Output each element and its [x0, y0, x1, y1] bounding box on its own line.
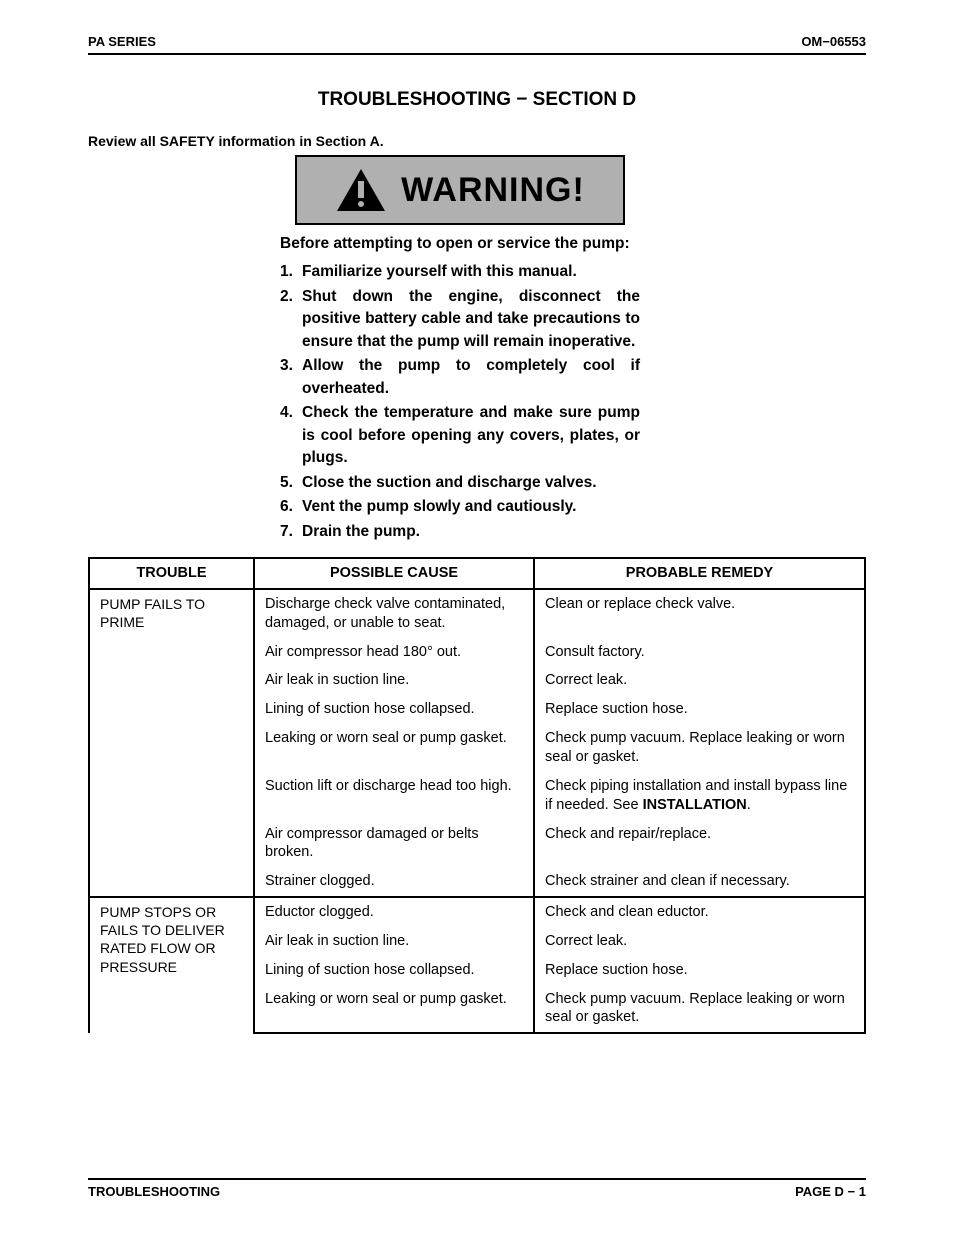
cause-cell: Air compressor head 180° out.: [254, 638, 534, 667]
cause-cell: Air compressor damaged or belts broken.: [254, 820, 534, 868]
remedy-cell: Replace suction hose.: [534, 956, 865, 985]
footer-left: TROUBLESHOOTING: [88, 1184, 220, 1199]
warning-item: Vent the pump slowly and cautiously.: [280, 496, 640, 518]
warning-block: WARNING! Before attempting to open or se…: [280, 155, 640, 543]
warning-item: Familiarize yourself with this manual.: [280, 261, 640, 283]
warning-item: Shut down the engine, disconnect the pos…: [280, 286, 640, 353]
warning-intro: Before attempting to open or service the…: [280, 233, 640, 255]
th-remedy: PROBABLE REMEDY: [534, 558, 865, 589]
warning-item: Drain the pump.: [280, 521, 640, 543]
page-footer: TROUBLESHOOTING PAGE D − 1: [88, 1178, 866, 1199]
section-title: TROUBLESHOOTING − SECTION D: [88, 89, 866, 111]
table-header-row: TROUBLE POSSIBLE CAUSE PROBABLE REMEDY: [89, 558, 865, 589]
remedy-text-bold: INSTALLATION: [643, 797, 747, 813]
remedy-cell: Correct leak.: [534, 666, 865, 695]
review-safety-line: Review all SAFETY information in Section…: [88, 133, 866, 149]
remedy-cell: Clean or replace check valve.: [534, 589, 865, 638]
trouble-cell: PUMP STOPS OR FAILS TO DELIVER RATED FLO…: [89, 897, 254, 1033]
header-left: PA SERIES: [88, 34, 156, 49]
cause-cell: Air leak in suction line.: [254, 927, 534, 956]
cause-cell: Strainer clogged.: [254, 867, 534, 897]
cause-cell: Leaking or worn seal or pump gasket.: [254, 985, 534, 1034]
trouble-cell: PUMP FAILS TO PRIME: [89, 589, 254, 897]
cause-cell: Lining of suction hose collapsed.: [254, 956, 534, 985]
table-row: PUMP STOPS OR FAILS TO DELIVER RATED FLO…: [89, 897, 865, 927]
cause-cell: Discharge check valve contaminated, dama…: [254, 589, 534, 638]
warning-banner-text: WARNING!: [401, 171, 585, 210]
remedy-cell: Check strainer and clean if necessary.: [534, 867, 865, 897]
warning-item: Close the suction and discharge valves.: [280, 472, 640, 494]
header-right: OM−06553: [801, 34, 866, 49]
remedy-text-post: .: [747, 797, 751, 813]
remedy-cell: Check pump vacuum. Replace leaking or wo…: [534, 724, 865, 772]
remedy-cell: Check piping installation and install by…: [534, 772, 865, 820]
warning-list: Familiarize yourself with this manual. S…: [280, 261, 640, 543]
cause-cell: Suction lift or discharge head too high.: [254, 772, 534, 820]
cause-cell: Eductor clogged.: [254, 897, 534, 927]
th-cause: POSSIBLE CAUSE: [254, 558, 534, 589]
remedy-cell: Correct leak.: [534, 927, 865, 956]
table-body: PUMP FAILS TO PRIME Discharge check valv…: [89, 589, 865, 1033]
remedy-cell: Check and repair/replace.: [534, 820, 865, 868]
page-header: PA SERIES OM−06553: [88, 34, 866, 55]
warning-item: Check the temperature and make sure pump…: [280, 402, 640, 469]
remedy-cell: Check pump vacuum. Replace leaking or wo…: [534, 985, 865, 1034]
cause-cell: Leaking or worn seal or pump gasket.: [254, 724, 534, 772]
cause-cell: Lining of suction hose collapsed.: [254, 695, 534, 724]
footer-right: PAGE D − 1: [795, 1184, 866, 1199]
table-row: PUMP FAILS TO PRIME Discharge check valv…: [89, 589, 865, 638]
troubleshooting-table: TROUBLE POSSIBLE CAUSE PROBABLE REMEDY P…: [88, 557, 866, 1034]
remedy-cell: Consult factory.: [534, 638, 865, 667]
remedy-cell: Replace suction hose.: [534, 695, 865, 724]
cause-cell: Air leak in suction line.: [254, 666, 534, 695]
warning-banner: WARNING!: [295, 155, 625, 225]
th-trouble: TROUBLE: [89, 558, 254, 589]
warning-triangle-icon: [335, 167, 387, 213]
remedy-cell: Check and clean eductor.: [534, 897, 865, 927]
warning-item: Allow the pump to completely cool if ove…: [280, 355, 640, 400]
